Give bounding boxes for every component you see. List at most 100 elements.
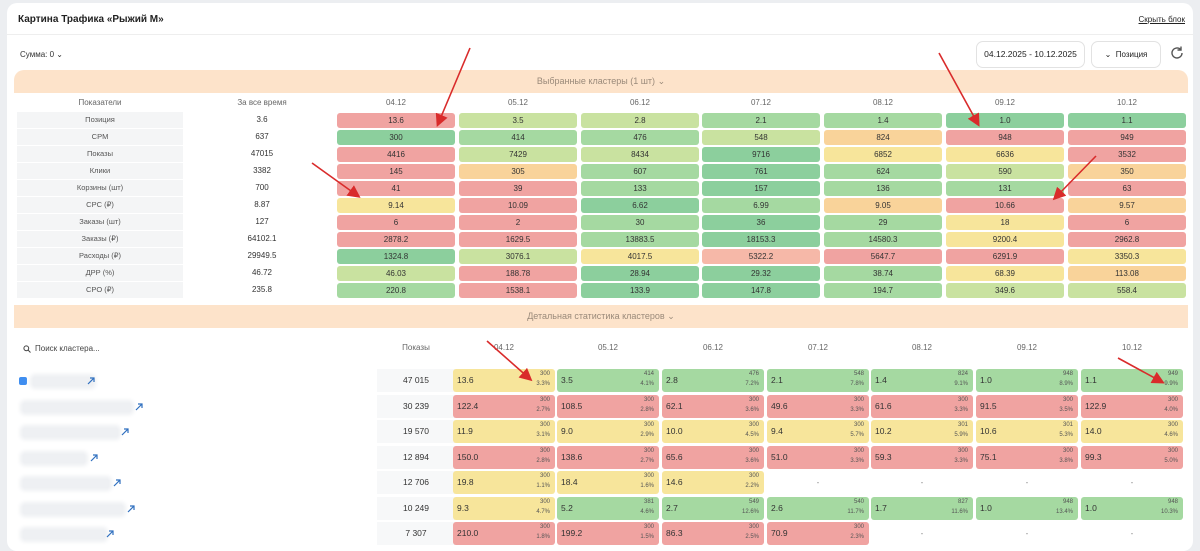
cluster-row[interactable] xyxy=(17,369,377,392)
cluster-search-input[interactable]: Поиск кластера... xyxy=(35,344,100,353)
sum-dropdown[interactable]: Сумма: 0 ⌄ xyxy=(20,50,63,59)
cluster-day-cell: 49.6 300 3.3% xyxy=(767,394,869,418)
detail-date-header: 04.12 xyxy=(493,343,515,352)
cell-percent: 1.1% xyxy=(536,483,550,489)
hide-block-link[interactable]: Скрыть блок xyxy=(1138,15,1185,24)
cluster-day-cell: 5.2 381 4.6% xyxy=(557,496,659,520)
cluster-name-hidden xyxy=(23,453,85,463)
cluster-row[interactable] xyxy=(17,522,377,545)
cluster-day-cell: 1.1 949 9.9% xyxy=(1081,369,1183,392)
empty-cell: - xyxy=(1025,478,1029,487)
metric-cell: 761 xyxy=(702,163,820,179)
metric-cell: 38.74 xyxy=(824,265,942,281)
card-title: Картина Трафика «Рыжий М» xyxy=(18,14,164,25)
cluster-row[interactable] xyxy=(17,420,377,443)
cell-position: 86.3 xyxy=(666,528,683,538)
cluster-day-cell: 91.5 300 3.5% xyxy=(976,394,1078,418)
metric-total: 8.87 xyxy=(254,200,270,209)
metric-cell: 9.14 xyxy=(337,197,455,213)
cell-cpm: 948 xyxy=(1167,498,1178,505)
metric-cell: 133.9 xyxy=(581,282,699,298)
metric-cell: 113.08 xyxy=(1068,265,1186,281)
cluster-row[interactable] xyxy=(17,496,377,520)
cell-cpm: 300 xyxy=(643,422,654,428)
metric-cell: 9716 xyxy=(702,146,820,162)
cluster-day-cell: 150.0 300 2.8% xyxy=(453,445,555,469)
metric-total: 46.72 xyxy=(251,268,273,277)
cell-cpm: 476 xyxy=(748,371,759,377)
cell-cpm: 300 xyxy=(539,396,550,403)
cell-percent: 5.0% xyxy=(1164,457,1178,464)
cluster-name-hidden xyxy=(23,479,109,488)
external-link-icon[interactable] xyxy=(127,504,135,513)
metric-label: Заказы (₽) xyxy=(17,231,183,247)
cell-cpm: 301 xyxy=(957,422,968,428)
selected-clusters-toggle[interactable]: Выбранные кластеры (1 шт) ⌄ xyxy=(14,70,1188,93)
metric-total: 29949.5 xyxy=(247,251,277,260)
empty-cell: - xyxy=(920,529,924,538)
cell-percent: 2.8% xyxy=(536,457,550,464)
cluster-row[interactable] xyxy=(17,394,377,418)
metric-cell: 2962.8 xyxy=(1068,231,1186,247)
external-link-icon[interactable] xyxy=(90,453,98,462)
cell-position: 10.0 xyxy=(666,426,683,436)
metric-cell: 6.62 xyxy=(581,197,699,213)
cell-position: 2.6 xyxy=(771,502,783,513)
refresh-icon[interactable] xyxy=(1169,45,1185,61)
metric-label: CPO (₽) xyxy=(17,282,183,298)
empty-cell: - xyxy=(816,478,820,487)
metric-label: Заказы (шт) xyxy=(17,214,183,230)
external-link-icon[interactable] xyxy=(87,377,95,385)
external-link-icon[interactable] xyxy=(113,479,121,487)
metric-label: Клики xyxy=(17,163,183,179)
external-link-icon[interactable] xyxy=(121,428,129,436)
metric-cell: 824 xyxy=(824,129,942,145)
cell-percent: 1.5% xyxy=(640,534,654,540)
metric-cell: 349.6 xyxy=(946,282,1064,298)
detail-date-header: 05.12 xyxy=(597,343,619,352)
metric-cell: 1538.1 xyxy=(459,282,577,298)
metric-label: Позиция xyxy=(17,112,183,128)
cell-percent: 13.4% xyxy=(1055,508,1073,515)
cell-percent: 4.6% xyxy=(1164,432,1178,438)
cluster-day-cell: 14.6 300 2.2% xyxy=(662,471,764,494)
cluster-row[interactable] xyxy=(17,445,377,469)
cell-cpm: 548 xyxy=(853,371,864,377)
cell-percent: 12.6% xyxy=(741,508,759,515)
metric-cell: 6.99 xyxy=(702,197,820,213)
cell-cpm: 300 xyxy=(748,447,759,454)
metric-cell: 18153.3 xyxy=(702,231,820,247)
metric-cell: 6 xyxy=(337,214,455,230)
cluster-checkbox[interactable] xyxy=(19,377,27,385)
cell-percent: 7.8% xyxy=(850,381,864,387)
cell-position: 14.0 xyxy=(1085,426,1102,436)
metric-cell: 2878.2 xyxy=(337,231,455,247)
cell-percent: 4.5% xyxy=(745,432,759,438)
metric-cell: 136 xyxy=(824,180,942,196)
metric-cell: 2 xyxy=(459,214,577,230)
date-header: 07.12 xyxy=(750,98,772,107)
cell-percent: 8.9% xyxy=(1059,381,1073,387)
metric-cell: 157 xyxy=(702,180,820,196)
cell-percent: 3.6% xyxy=(745,406,759,413)
cluster-day-cell: 99.3 300 5.0% xyxy=(1081,445,1183,469)
chevron-down-icon: ⌄ xyxy=(667,311,675,321)
col-alltime-header: За все время xyxy=(237,98,287,107)
metric-cell: 548 xyxy=(702,129,820,145)
date-range-button[interactable]: 04.12.2025 - 10.12.2025 xyxy=(976,41,1085,68)
metric-cell: 5647.7 xyxy=(824,248,942,264)
metric-cell: 305 xyxy=(459,163,577,179)
cell-cpm: 300 xyxy=(1167,422,1178,428)
detail-stats-toggle[interactable]: Детальная статистика кластеров ⌄ xyxy=(14,305,1188,328)
external-link-icon[interactable] xyxy=(135,402,143,411)
external-link-icon[interactable] xyxy=(106,530,114,538)
metric-cell: 8434 xyxy=(581,146,699,162)
position-dropdown[interactable]: ⌄ Позиция xyxy=(1091,41,1161,68)
metric-cell: 194.7 xyxy=(824,282,942,298)
cell-cpm: 300 xyxy=(539,498,550,505)
cell-position: 199.2 xyxy=(561,528,583,538)
cell-position: 70.9 xyxy=(771,528,788,538)
cluster-row[interactable] xyxy=(17,471,377,494)
cell-position: 75.1 xyxy=(980,451,997,462)
cell-percent: 11.7% xyxy=(847,508,864,515)
